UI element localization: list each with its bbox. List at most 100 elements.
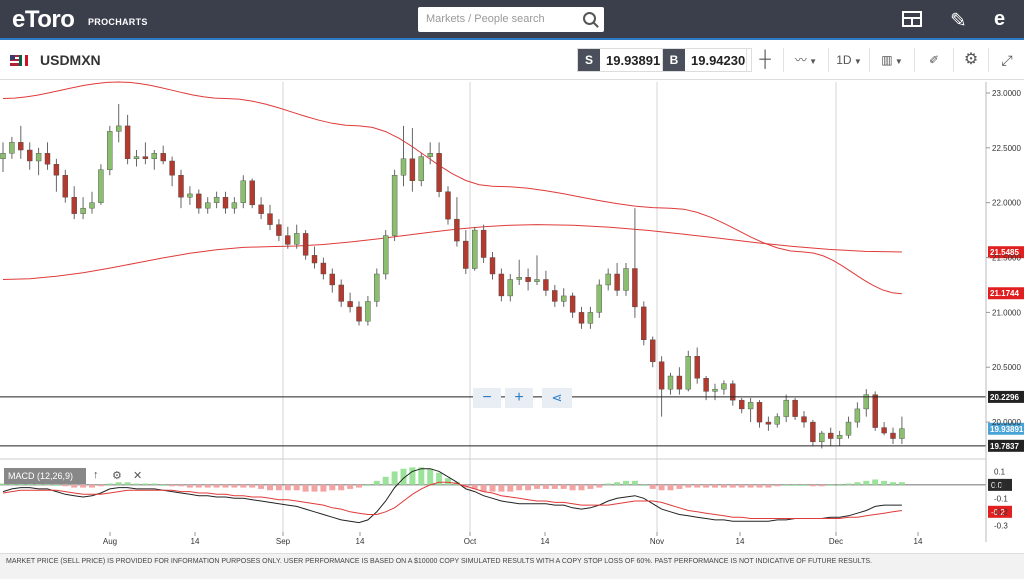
macd-histogram-bar	[213, 484, 220, 488]
macd-histogram-bar	[498, 484, 505, 492]
candle-up	[845, 421, 852, 436]
candle-up	[89, 202, 95, 209]
candle-up	[899, 428, 905, 439]
macd-histogram-bar	[640, 484, 647, 486]
zoom-out-button[interactable]: −	[473, 388, 501, 408]
macd-histogram-bar	[738, 484, 745, 488]
candle-down	[44, 153, 51, 165]
macd-histogram-bar	[320, 484, 327, 492]
candle-down	[436, 153, 442, 192]
moving-average-200-line	[2, 81, 902, 295]
draw-button[interactable]: ✐	[914, 48, 953, 72]
chart-toolbar: USDMXN S 19.93891 B 19.94230 ┼ 〰 ▼ 1D ▼ …	[0, 40, 1024, 80]
macd-histogram-bar	[898, 482, 905, 485]
macd-histogram-bar	[133, 483, 140, 485]
share-icon: ⋖	[551, 390, 563, 405]
candle-up	[623, 268, 629, 291]
candle-up	[115, 125, 122, 132]
timeframe-button[interactable]: 1D ▼	[828, 48, 869, 72]
date-tick-label: 14	[914, 537, 923, 546]
price-badge-label: 21.5485	[990, 248, 1019, 257]
macd-tick-label: 0.0	[994, 481, 1006, 490]
moving-average-long-line	[2, 224, 902, 280]
settings-button[interactable]: ⚙	[953, 48, 988, 72]
macd-indicator-label[interactable]: MACD (12,26,9)	[4, 468, 86, 484]
macd-histogram-bar	[356, 484, 362, 488]
chart-type-button[interactable]: 〰 ▼	[783, 48, 828, 72]
macd-histogram-bar	[631, 480, 638, 485]
price-badge	[988, 439, 1024, 452]
date-tick-label: 14	[736, 537, 745, 546]
date-tick-label: Sep	[276, 537, 291, 546]
macd-histogram-bar	[676, 484, 683, 489]
date-tick-label: 14	[356, 537, 365, 546]
macd-histogram-bar	[525, 484, 532, 491]
gear-icon[interactable]: ⚙	[112, 470, 122, 482]
macd-histogram-bar	[649, 484, 656, 489]
macd-histogram-bar	[783, 484, 790, 486]
indicators-button[interactable]: ▥ ▼	[869, 48, 914, 72]
buy-price-button[interactable]: B 19.94230	[662, 48, 753, 72]
candle-down	[498, 273, 505, 297]
zoom-in-button[interactable]: +	[505, 388, 533, 408]
macd-histogram-bar	[809, 484, 816, 487]
candle-down	[329, 273, 335, 286]
share-button[interactable]: ⋖	[542, 388, 572, 408]
candle-down	[765, 421, 772, 425]
layout-icon[interactable]	[902, 11, 922, 27]
macd-value-badge	[988, 478, 1012, 491]
macd-histogram-bar	[872, 479, 879, 485]
search-input[interactable]: Markets / People search	[418, 7, 604, 32]
price-tick-label: 23.0000	[992, 89, 1021, 98]
arrow-up-icon[interactable]: ↑	[93, 469, 99, 481]
candle-down	[792, 399, 798, 417]
search-icon[interactable]	[583, 12, 596, 25]
macd-histogram-bar	[364, 484, 371, 486]
candle-up	[747, 402, 754, 410]
pencil-icon[interactable]: ✎	[950, 10, 967, 32]
candle-up	[365, 301, 371, 322]
candle-down	[739, 399, 745, 410]
candle-up	[854, 408, 861, 423]
top-bar: eToro PROCHARTS Markets / People search …	[0, 0, 1024, 40]
price-badge-label: 19.93891	[990, 425, 1024, 434]
candle-up	[516, 277, 522, 280]
candle-down	[267, 213, 273, 225]
candle-up	[774, 416, 780, 425]
macd-histogram-bar	[881, 480, 888, 485]
usd-mxn-flag-icon	[10, 55, 28, 66]
price-badge-label: 21.1744	[990, 289, 1019, 298]
macd-histogram-bar	[142, 483, 149, 485]
macd-histogram-bar	[694, 484, 701, 488]
candle-up	[667, 375, 674, 390]
crosshair-button[interactable]: ┼	[746, 48, 783, 72]
candle-up	[400, 158, 407, 176]
macd-tick-label: -0.3	[994, 521, 1008, 530]
candle-down	[196, 193, 202, 209]
macd-histogram-bar	[685, 484, 692, 488]
candles-icon: ▥	[881, 53, 893, 67]
candle-up	[507, 279, 513, 297]
candle-down	[311, 255, 318, 264]
candle-up	[107, 131, 113, 170]
macd-histogram-bar	[560, 484, 567, 489]
price-tick-label: 20.0000	[992, 418, 1021, 427]
candle-up	[213, 196, 220, 203]
etoro-e-icon[interactable]: e	[994, 8, 1006, 30]
macd-histogram-bar	[347, 484, 354, 489]
macd-histogram-bar	[302, 484, 309, 492]
close-icon[interactable]: ✕	[133, 470, 143, 482]
macd-tick-label: -0.2	[994, 508, 1008, 517]
candle-down	[801, 416, 807, 423]
candle-down	[569, 295, 576, 313]
etoro-logo[interactable]: eToro	[12, 6, 75, 33]
macd-value-badge-label: 0.0	[991, 481, 1003, 490]
gear-icon: ⚙	[963, 51, 979, 68]
macd-histogram-bar	[703, 484, 710, 488]
fullscreen-button[interactable]: ⤢	[988, 48, 1024, 72]
macd-histogram-bar	[578, 484, 585, 491]
price-chart[interactable]: 21.5485 21.1744 20.2296 19.93891 19.7837 0.0…	[0, 80, 1024, 550]
macd-histogram-bar	[391, 471, 398, 485]
sell-tag: S	[578, 49, 600, 71]
sell-price-button[interactable]: S 19.93891	[577, 48, 668, 72]
